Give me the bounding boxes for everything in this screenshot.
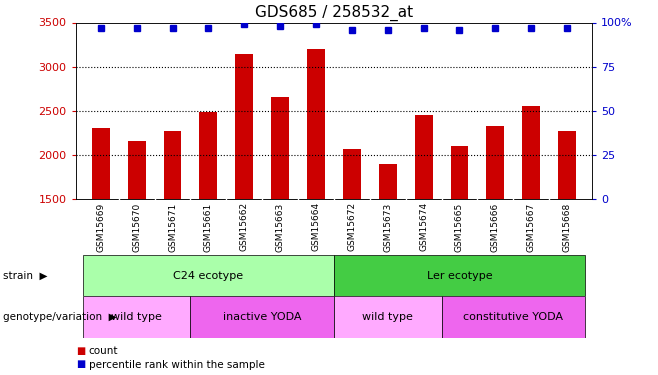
Text: GSM15670: GSM15670 bbox=[132, 202, 141, 252]
Text: count: count bbox=[89, 346, 118, 355]
Text: GSM15662: GSM15662 bbox=[240, 202, 249, 251]
Text: ■: ■ bbox=[76, 360, 85, 369]
Text: inactive YODA: inactive YODA bbox=[223, 312, 301, 322]
Bar bbox=[92, 128, 110, 199]
Text: GSM15663: GSM15663 bbox=[276, 202, 285, 252]
Bar bbox=[199, 112, 217, 199]
Text: GSM15665: GSM15665 bbox=[455, 202, 464, 252]
Bar bbox=[83, 255, 334, 296]
Text: GSM15661: GSM15661 bbox=[204, 202, 213, 252]
Text: genotype/variation  ▶: genotype/variation ▶ bbox=[3, 312, 117, 322]
Text: wild type: wild type bbox=[363, 312, 413, 322]
Bar bbox=[236, 54, 253, 199]
Text: GSM15668: GSM15668 bbox=[563, 202, 572, 252]
Text: wild type: wild type bbox=[111, 312, 162, 322]
Text: Ler ecotype: Ler ecotype bbox=[426, 271, 492, 280]
Bar bbox=[415, 115, 432, 199]
Bar bbox=[486, 126, 504, 199]
Text: GSM15674: GSM15674 bbox=[419, 202, 428, 251]
Bar bbox=[522, 106, 540, 199]
Bar bbox=[379, 164, 397, 199]
Text: GSM15667: GSM15667 bbox=[526, 202, 536, 252]
Text: strain  ▶: strain ▶ bbox=[3, 271, 48, 280]
Bar bbox=[190, 296, 334, 338]
Text: GSM15664: GSM15664 bbox=[311, 202, 320, 251]
Bar bbox=[307, 49, 325, 199]
Text: GSM15666: GSM15666 bbox=[491, 202, 500, 252]
Bar bbox=[343, 148, 361, 199]
Bar bbox=[334, 255, 585, 296]
Title: GDS685 / 258532_at: GDS685 / 258532_at bbox=[255, 5, 413, 21]
Text: GSM15673: GSM15673 bbox=[383, 202, 392, 252]
Text: ■: ■ bbox=[76, 346, 85, 355]
Bar bbox=[442, 296, 585, 338]
Bar bbox=[83, 296, 190, 338]
Bar bbox=[271, 96, 289, 199]
Text: C24 ecotype: C24 ecotype bbox=[173, 271, 243, 280]
Bar bbox=[558, 131, 576, 199]
Text: GSM15672: GSM15672 bbox=[347, 202, 357, 251]
Bar bbox=[334, 296, 442, 338]
Text: percentile rank within the sample: percentile rank within the sample bbox=[89, 360, 265, 369]
Text: GSM15671: GSM15671 bbox=[168, 202, 177, 252]
Text: GSM15669: GSM15669 bbox=[96, 202, 105, 252]
Bar bbox=[128, 141, 145, 199]
Bar bbox=[164, 131, 182, 199]
Bar bbox=[451, 146, 468, 199]
Text: constitutive YODA: constitutive YODA bbox=[463, 312, 563, 322]
